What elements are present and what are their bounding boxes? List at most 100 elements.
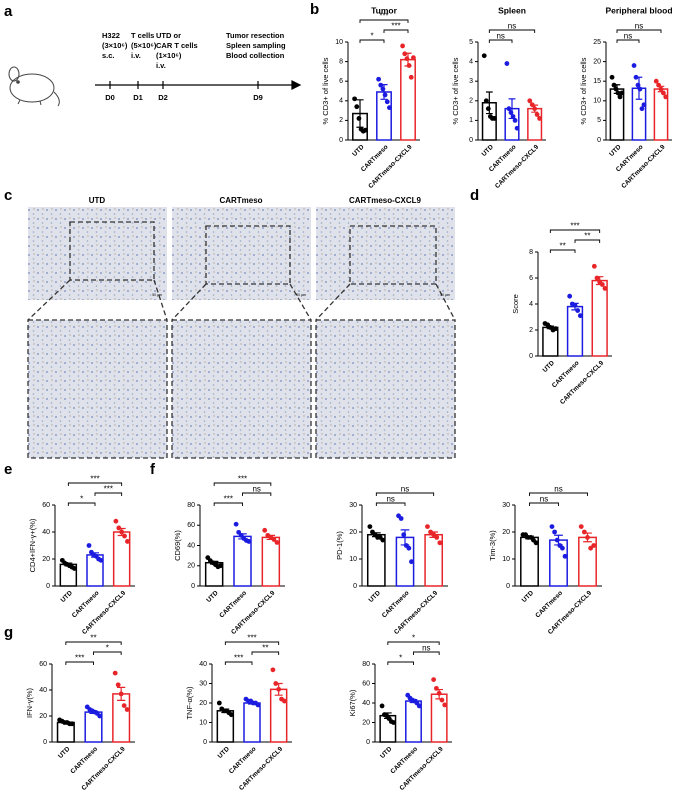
significance-label: ***	[247, 634, 256, 643]
data-point	[439, 697, 445, 703]
y-tick-label: 3	[469, 78, 473, 85]
significance-label: ***	[75, 654, 84, 663]
data-point	[485, 106, 491, 112]
data-point	[411, 55, 416, 61]
y-tick-label: 25	[593, 39, 601, 46]
data-point	[356, 116, 362, 121]
significance-label: *	[399, 654, 402, 663]
data-point	[512, 118, 518, 123]
image-label: CARTmeso	[219, 196, 262, 205]
data-point	[567, 293, 573, 299]
timeline-axis	[95, 80, 302, 90]
data-point	[431, 532, 437, 538]
y-tick-label: 2	[529, 327, 533, 334]
scale-bar-label: 50 μm	[152, 293, 162, 297]
data-point	[378, 82, 384, 88]
data-point	[527, 98, 533, 104]
y-tick-label: 20	[199, 700, 207, 707]
y-tick-label: 20	[593, 58, 601, 65]
significance-bracket	[67, 482, 123, 486]
y-tick-label: 5	[597, 117, 601, 124]
data-point	[560, 545, 565, 551]
y-tick-label: 8	[529, 249, 533, 256]
y-tick-label: 0	[529, 353, 533, 360]
x-tick-label: UTD	[379, 745, 394, 760]
data-point	[380, 537, 386, 543]
significance-bracket	[213, 502, 243, 506]
data-point	[380, 86, 386, 92]
data-point	[437, 540, 443, 546]
x-tick-label: UTD	[481, 143, 496, 158]
significance-label: **	[584, 232, 590, 241]
y-tick-label: 20	[42, 556, 50, 563]
y-tick-label: 20	[502, 529, 510, 536]
timeline-event: (1×10⁶)	[156, 51, 182, 60]
panel-label: e	[4, 461, 12, 478]
data-point	[69, 721, 75, 727]
y-axis-label: PD-1(%)	[335, 531, 344, 560]
data-point	[363, 127, 368, 133]
y-tick-label: 0	[339, 137, 343, 144]
data-point	[406, 545, 412, 551]
data-point	[116, 525, 122, 531]
data-point	[428, 529, 433, 535]
significance-label: ***	[379, 12, 388, 21]
significance-bracket	[616, 39, 640, 43]
data-point	[481, 53, 487, 59]
data-point	[639, 106, 645, 112]
significance-label: ***	[224, 495, 233, 504]
data-point	[436, 690, 442, 696]
significance-bracket	[387, 661, 414, 665]
significance-label: ns	[401, 485, 409, 494]
data-point	[575, 308, 581, 313]
timeline-event: (3×10⁶)	[102, 41, 128, 50]
data-point	[398, 516, 404, 521]
data-point	[617, 94, 623, 100]
y-axis-label: Tim-3(%)	[488, 530, 497, 561]
data-point	[118, 691, 124, 697]
data-point	[406, 63, 412, 68]
significance-bracket	[359, 39, 385, 43]
data-point	[282, 698, 287, 704]
data-point	[122, 533, 127, 539]
data-point	[631, 63, 637, 68]
y-axis-label: % CD3+ of live cells	[579, 57, 588, 124]
x-tick-label: UTD	[205, 589, 220, 604]
x-tick-label: UTD	[368, 589, 383, 604]
y-tick-label: 10	[502, 556, 510, 563]
panel-label: d	[470, 187, 479, 204]
significance-label: ***	[391, 22, 400, 31]
significance-label: ***	[234, 654, 243, 663]
data-point	[433, 685, 439, 691]
timeline-day: D1	[133, 93, 143, 102]
timeline-event: CAR T cells	[156, 41, 198, 50]
x-tick-label: CARTmeso-CXCL9	[398, 745, 445, 791]
data-point	[562, 553, 568, 559]
data-point	[233, 521, 239, 527]
x-tick-label: CARTmeso	[534, 590, 564, 620]
timeline-day: D2	[158, 93, 168, 102]
data-point	[404, 56, 410, 62]
data-point	[609, 74, 615, 80]
data-point	[537, 116, 542, 121]
data-point	[274, 540, 280, 545]
significance-bracket	[488, 39, 513, 43]
x-tick-label: CARTmeso-CXCL9	[559, 359, 606, 406]
chart-title: Tumor	[371, 5, 398, 15]
data-point	[119, 529, 125, 535]
y-tick-label: 20	[349, 529, 357, 536]
data-point	[273, 681, 279, 686]
significance-bracket	[549, 229, 601, 233]
data-point	[549, 524, 555, 529]
significance-label: ***	[238, 475, 247, 484]
data-point	[216, 700, 222, 706]
y-tick-label: 2	[469, 98, 473, 105]
y-tick-label: 6	[339, 78, 343, 85]
significance-label: **	[90, 634, 96, 643]
data-point	[591, 263, 597, 269]
significance-bracket	[549, 249, 576, 253]
y-tick-label: 10	[335, 39, 343, 46]
y-axis-label: CD69(%)	[173, 530, 182, 561]
data-point	[382, 92, 388, 98]
significance-label: ns	[624, 32, 632, 41]
